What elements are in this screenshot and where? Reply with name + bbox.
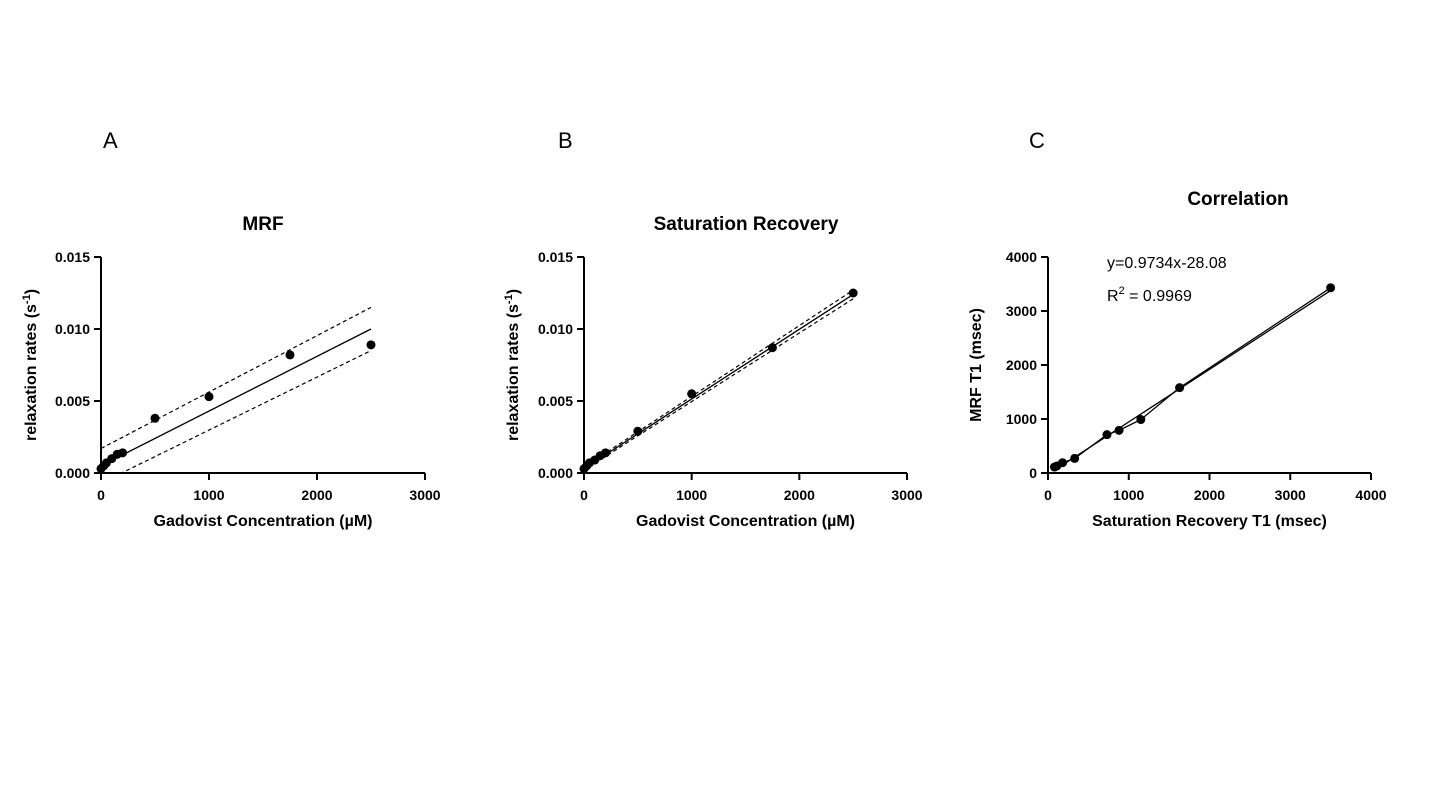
plot-area-b: 0 1000 2000 3000 0.000 0.005 0.010 0.015 Gadovis… — [503, 249, 923, 530]
data-point — [601, 448, 611, 458]
y-tick-label: 4000 — [1006, 249, 1037, 265]
r-squared-label: R2 = 0.9969 — [1107, 285, 1192, 305]
y-tick-label: 0 — [1029, 465, 1037, 481]
y-tick-label: 0.015 — [55, 249, 90, 265]
y-tick-label: 1000 — [1006, 411, 1037, 427]
chart-title-a: MRF — [242, 214, 283, 235]
x-axis-label: Gadovist Concentration (µM) — [636, 513, 855, 530]
y-tick-label: 2000 — [1006, 357, 1037, 373]
data-point — [687, 389, 697, 399]
plot-area-c: 0 1000 2000 3000 4000 0 1000 2000 3000 4000 Satura… — [968, 249, 1387, 530]
data-point — [767, 343, 777, 353]
x-axis-label: Saturation Recovery T1 (msec) — [1092, 513, 1327, 530]
y-tick-label: 0.010 — [538, 321, 573, 337]
fit-line — [1054, 289, 1331, 471]
ci-lower-line — [120, 350, 372, 473]
ci-upper-line — [584, 289, 854, 468]
ci-upper-line — [101, 306, 372, 450]
plot-area-a: 0 1000 2000 3000 0.000 0.005 0.010 0.015 Gadovis… — [21, 249, 441, 530]
y-axis-label: relaxation rates (s-1) — [503, 289, 522, 441]
y-axis-label: relaxation rates (s-1) — [21, 289, 40, 441]
data-point — [204, 392, 214, 402]
data-point — [1326, 283, 1336, 293]
x-tick-label: 1000 — [193, 487, 224, 503]
panel-c: C Correlation 0 1000 2000 3000 4000 0 1000 2000… — [968, 128, 1387, 530]
y-tick-label: 0.015 — [538, 249, 573, 265]
data-point — [1136, 415, 1146, 425]
data-point — [150, 413, 160, 423]
fit-line — [101, 328, 372, 467]
x-tick-label: 0 — [1044, 487, 1052, 503]
data-point — [848, 288, 858, 298]
panel-letter-b: B — [558, 128, 573, 153]
fit-line — [584, 293, 854, 470]
data-point — [1175, 383, 1185, 393]
panel-letter-c: C — [1029, 128, 1045, 153]
x-tick-label: 0 — [97, 487, 105, 503]
data-point — [1058, 458, 1068, 468]
panel-b: B Saturation Recovery 0 1000 2000 3000 0.000… — [503, 128, 923, 530]
connecting-line — [1054, 287, 1331, 468]
x-tick-label: 2000 — [301, 487, 332, 503]
y-axis-label: MRF T1 (msec) — [968, 308, 985, 422]
panel-letter-a: A — [103, 128, 118, 153]
y-tick-label: 0.000 — [55, 465, 90, 481]
y-tick-label: 0.005 — [55, 393, 90, 409]
x-tick-label: 4000 — [1355, 487, 1386, 503]
data-point — [366, 340, 376, 350]
y-tick-label: 0.005 — [538, 393, 573, 409]
x-tick-label: 3000 — [409, 487, 440, 503]
chart-title-b: Saturation Recovery — [654, 214, 839, 235]
y-tick-label: 0.000 — [538, 465, 573, 481]
data-point — [1114, 425, 1124, 435]
panel-a: A MRF 0 1000 2000 3000 0.000 0.005 0.010 0.015 G… — [21, 128, 441, 530]
x-tick-label: 3000 — [1275, 487, 1306, 503]
chart-title-c: Correlation — [1187, 189, 1288, 210]
data-point — [1102, 430, 1112, 440]
x-tick-label: 2000 — [1194, 487, 1225, 503]
equation-label: y=0.9734x-28.08 — [1107, 255, 1227, 272]
data-point — [118, 448, 128, 458]
x-tick-label: 0 — [580, 487, 588, 503]
data-point — [1070, 453, 1080, 463]
x-tick-label: 3000 — [891, 487, 922, 503]
y-tick-label: 0.010 — [55, 321, 90, 337]
x-tick-label: 1000 — [1113, 487, 1144, 503]
x-axis-label: Gadovist Concentration (µM) — [154, 513, 373, 530]
data-point — [633, 426, 643, 436]
y-tick-label: 3000 — [1006, 303, 1037, 319]
ci-lower-line — [584, 298, 854, 471]
data-point — [285, 350, 295, 360]
x-tick-label: 2000 — [784, 487, 815, 503]
x-tick-label: 1000 — [676, 487, 707, 503]
